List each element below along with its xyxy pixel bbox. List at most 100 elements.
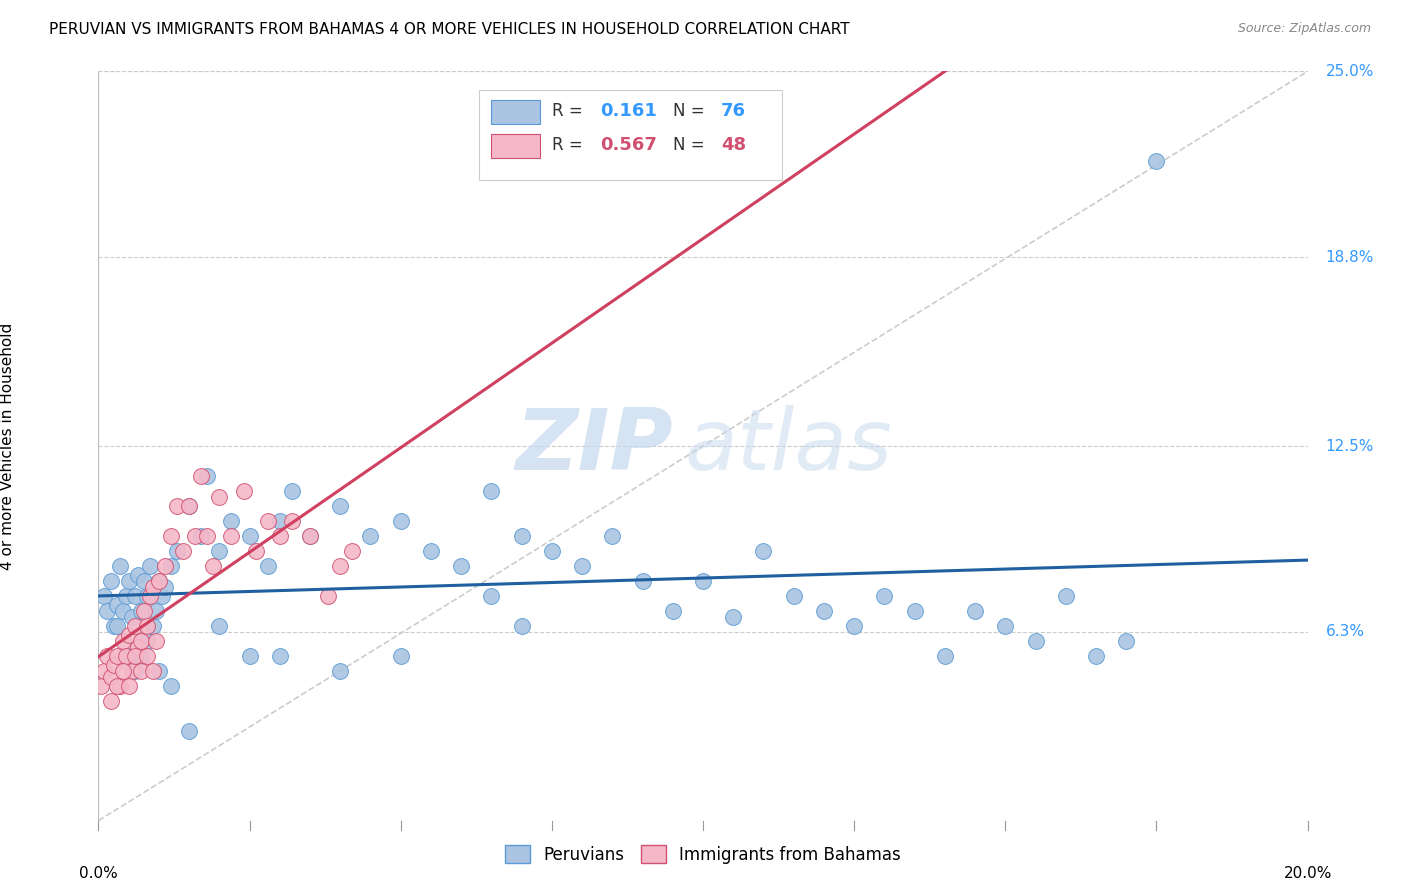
Point — [179, 723, 201, 738]
Point — [661, 604, 683, 618]
Point — [166, 499, 188, 513]
Point — [172, 544, 194, 558]
Point — [1115, 633, 1137, 648]
Point — [631, 574, 654, 588]
Point — [160, 529, 183, 543]
Text: 48: 48 — [721, 136, 747, 153]
Point — [96, 604, 118, 618]
Point — [148, 574, 170, 588]
Point — [256, 514, 278, 528]
Point — [450, 558, 472, 573]
Point — [481, 589, 503, 603]
Point — [135, 648, 157, 663]
Point — [129, 604, 152, 618]
Point — [148, 574, 170, 588]
Point — [208, 619, 231, 633]
Point — [132, 604, 155, 618]
Text: 6.3%: 6.3% — [1326, 624, 1365, 640]
Point — [124, 619, 146, 633]
Point — [121, 610, 143, 624]
Point — [124, 648, 146, 663]
Point — [118, 648, 141, 663]
Point — [111, 604, 134, 618]
Point — [93, 589, 115, 603]
Text: atlas: atlas — [685, 404, 893, 488]
Point — [111, 664, 134, 678]
Point — [142, 580, 165, 594]
Text: 20.0%: 20.0% — [1284, 865, 1331, 880]
Point — [160, 558, 183, 573]
Point — [184, 529, 207, 543]
Point — [256, 558, 278, 573]
Point — [389, 648, 412, 663]
Point — [420, 544, 443, 558]
Point — [100, 574, 122, 588]
Point — [1146, 154, 1168, 169]
Point — [129, 648, 152, 663]
Point — [571, 558, 593, 573]
Point — [692, 574, 714, 588]
Point — [121, 664, 143, 678]
Point — [510, 529, 533, 543]
Point — [179, 499, 201, 513]
Point — [96, 648, 118, 663]
Text: 12.5%: 12.5% — [1326, 439, 1374, 453]
Point — [135, 633, 157, 648]
Point — [132, 574, 155, 588]
Point — [114, 589, 136, 603]
Point — [245, 544, 267, 558]
Point — [329, 558, 352, 573]
Point — [221, 529, 243, 543]
Text: 0.0%: 0.0% — [79, 865, 118, 880]
Point — [269, 529, 291, 543]
Point — [148, 664, 170, 678]
Point — [329, 664, 352, 678]
Point — [145, 633, 167, 648]
Point — [195, 529, 218, 543]
Point — [100, 694, 122, 708]
Text: PERUVIAN VS IMMIGRANTS FROM BAHAMAS 4 OR MORE VEHICLES IN HOUSEHOLD CORRELATION : PERUVIAN VS IMMIGRANTS FROM BAHAMAS 4 OR… — [49, 22, 849, 37]
FancyBboxPatch shape — [492, 100, 540, 124]
Text: 18.8%: 18.8% — [1326, 250, 1374, 265]
Point — [90, 679, 112, 693]
Point — [135, 589, 157, 603]
Point — [105, 679, 128, 693]
Point — [202, 558, 225, 573]
Point — [129, 664, 152, 678]
Point — [139, 558, 162, 573]
Point — [965, 604, 987, 618]
Point — [153, 580, 176, 594]
Text: 76: 76 — [721, 102, 747, 120]
Point — [105, 619, 128, 633]
Point — [752, 544, 775, 558]
Point — [105, 598, 128, 612]
Point — [103, 619, 125, 633]
Text: R =: R = — [551, 102, 588, 120]
Point — [342, 544, 364, 558]
Text: 25.0%: 25.0% — [1326, 64, 1374, 78]
Point — [221, 514, 243, 528]
Point — [844, 619, 866, 633]
Text: N =: N = — [672, 136, 710, 153]
Point — [127, 567, 149, 582]
Point — [299, 529, 322, 543]
Point — [281, 514, 304, 528]
Point — [1085, 648, 1108, 663]
Point — [145, 604, 167, 618]
Point — [103, 657, 125, 672]
Text: ZIP: ZIP — [515, 404, 672, 488]
Point — [124, 664, 146, 678]
Point — [540, 544, 562, 558]
Point — [299, 529, 322, 543]
Point — [135, 619, 157, 633]
Point — [934, 648, 956, 663]
Point — [124, 589, 146, 603]
Point — [142, 664, 165, 678]
Point — [239, 648, 262, 663]
Point — [93, 664, 115, 678]
Point — [150, 589, 173, 603]
Text: Source: ZipAtlas.com: Source: ZipAtlas.com — [1237, 22, 1371, 36]
Point — [239, 529, 262, 543]
Point — [281, 483, 304, 498]
Point — [360, 529, 382, 543]
